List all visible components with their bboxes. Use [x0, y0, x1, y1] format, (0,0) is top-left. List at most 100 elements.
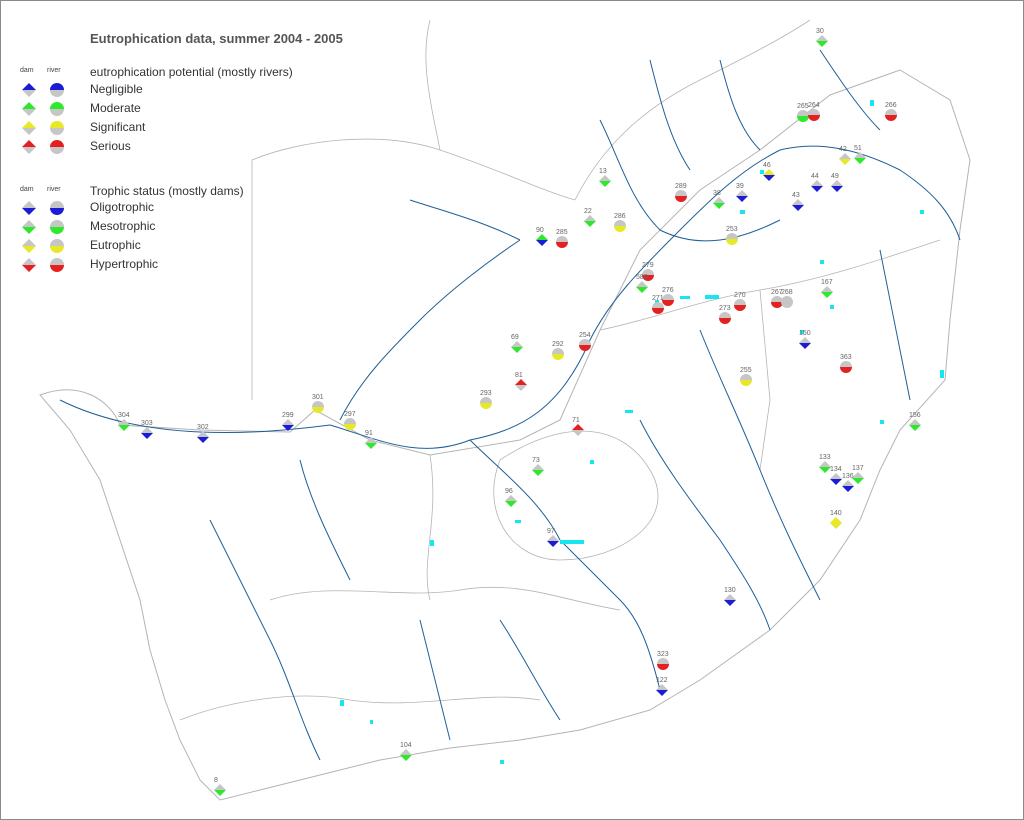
site-label: 264 — [808, 102, 820, 109]
dam-site-302[interactable]: 302 — [197, 424, 209, 443]
legend-label: Serious — [90, 139, 131, 153]
legend-trophic-heading: Trophic status (mostly dams) — [90, 184, 244, 198]
dam-site-137[interactable]: 137 — [852, 465, 864, 484]
river-site-289[interactable]: 289 — [675, 183, 687, 202]
legend-dam-column-header-2: dam — [20, 186, 34, 193]
dam-site-91[interactable]: 91 — [365, 430, 377, 449]
site-label: 323 — [657, 651, 669, 658]
dam-site-303[interactable]: 303 — [141, 420, 153, 439]
river-site-253[interactable]: 253 — [726, 226, 738, 245]
site-label: 43 — [792, 192, 800, 199]
river-site-301[interactable]: 301 — [312, 394, 324, 413]
dam-site-104[interactable]: 104 — [400, 742, 412, 761]
river-site-286[interactable]: 286 — [614, 213, 626, 232]
site-label: 266 — [885, 102, 897, 109]
river-site-292[interactable]: 292 — [552, 341, 564, 360]
dam-site-134[interactable]: 134 — [830, 466, 842, 485]
dam-site-46[interactable]: 46 — [763, 162, 775, 181]
site-label: 22 — [584, 208, 592, 215]
site-label: 267 — [771, 289, 783, 296]
dam-site-97[interactable]: 97 — [547, 528, 559, 547]
legend-dam-symbol — [22, 83, 36, 97]
river-site-279[interactable]: 279 — [642, 262, 654, 281]
dam-site-22[interactable]: 22 — [584, 208, 596, 227]
dam-site-81[interactable]: 81 — [515, 372, 527, 391]
site-label: 299 — [282, 412, 294, 419]
dam-site-136[interactable]: 136 — [842, 473, 854, 492]
legend-row-moderate: Moderate — [20, 101, 240, 119]
river-site-254[interactable]: 254 — [579, 332, 591, 351]
legend-row-hypertrophic: Hypertrophic — [20, 257, 240, 275]
coastline — [39, 69, 971, 801]
site-label: 271 — [652, 295, 664, 302]
legend-row-negligible: Negligible — [20, 82, 240, 100]
river-site-323[interactable]: 323 — [657, 651, 669, 670]
dam-site-167[interactable]: 167 — [821, 279, 833, 298]
river-site-270[interactable]: 270 — [734, 292, 746, 311]
dam-site-73[interactable]: 73 — [532, 457, 544, 476]
site-label: 150 — [799, 330, 811, 337]
dam-site-133[interactable]: 133 — [819, 454, 831, 473]
river-site-266[interactable]: 266 — [885, 102, 897, 121]
dam-site-90[interactable]: 90 — [536, 227, 548, 246]
site-label: 104 — [400, 742, 412, 749]
dam-site-8[interactable]: 8 — [214, 777, 226, 796]
legend-river-column-header-2: river — [47, 186, 61, 193]
dam-site-13[interactable]: 13 — [599, 168, 611, 187]
dam-site-96[interactable]: 96 — [505, 488, 517, 507]
site-label: 289 — [675, 183, 687, 190]
dam-site-140[interactable]: 140 — [830, 510, 842, 529]
legend-label: Significant — [90, 120, 146, 134]
legend-row-significant: Significant — [20, 120, 240, 138]
river-site-293[interactable]: 293 — [480, 390, 492, 409]
dam-site-49[interactable]: 49 — [831, 173, 843, 192]
map-title: Eutrophication data, summer 2004 - 2005 — [90, 31, 343, 46]
dam-site-580[interactable]: 580 — [636, 274, 648, 293]
site-label: 38 — [713, 190, 721, 197]
legend-river-symbol — [50, 140, 64, 154]
river-site-265[interactable]: 265 — [797, 103, 809, 122]
site-label: 297 — [344, 411, 356, 418]
river-site-273[interactable]: 273 — [719, 305, 731, 324]
river-site-285[interactable]: 285 — [556, 229, 568, 248]
site-label: 136 — [842, 473, 854, 480]
river-site-297[interactable]: 297 — [344, 411, 356, 430]
dam-site-44[interactable]: 44 — [811, 173, 823, 192]
site-label: 133 — [819, 454, 831, 461]
legend-river-symbol — [50, 121, 64, 135]
rivers — [59, 49, 961, 761]
dam-site-150[interactable]: 150 — [799, 330, 811, 349]
dam-site-42[interactable]: 42 — [839, 146, 851, 165]
river-site-271[interactable]: 271 — [652, 295, 664, 314]
dam-site-299[interactable]: 299 — [282, 412, 294, 431]
river-site-267[interactable]: 267 — [771, 289, 783, 308]
site-label: 39 — [736, 183, 744, 190]
site-label: 301 — [312, 394, 324, 401]
dam-site-122[interactable]: 122 — [656, 677, 668, 696]
dam-site-304[interactable]: 304 — [118, 412, 130, 431]
river-site-276[interactable]: 276 — [662, 287, 674, 306]
dam-site-43[interactable]: 43 — [792, 192, 804, 211]
river-site-264[interactable]: 264 — [808, 102, 820, 121]
dam-site-69[interactable]: 69 — [511, 334, 523, 353]
site-label: 268 — [781, 289, 793, 296]
river-site-268[interactable]: 268 — [781, 289, 793, 308]
site-label: 254 — [579, 332, 591, 339]
site-label: 81 — [515, 372, 523, 379]
site-label: 73 — [532, 457, 540, 464]
legend-river-symbol — [50, 201, 64, 215]
dam-site-130[interactable]: 130 — [724, 587, 736, 606]
river-site-255[interactable]: 255 — [740, 367, 752, 386]
legend-dam-symbol — [22, 201, 36, 215]
river-site-363[interactable]: 363 — [840, 354, 852, 373]
dam-site-39[interactable]: 39 — [736, 183, 748, 202]
dam-site-156[interactable]: 156 — [909, 412, 921, 431]
site-label: 156 — [909, 412, 921, 419]
legend-label: Oligotrophic — [90, 200, 155, 214]
dam-site-71[interactable]: 71 — [572, 417, 584, 436]
site-label: 97 — [547, 528, 555, 535]
dam-site-51[interactable]: 51 — [854, 145, 866, 164]
dam-site-30[interactable]: 30 — [816, 28, 828, 47]
dam-site-38[interactable]: 38 — [713, 190, 725, 209]
